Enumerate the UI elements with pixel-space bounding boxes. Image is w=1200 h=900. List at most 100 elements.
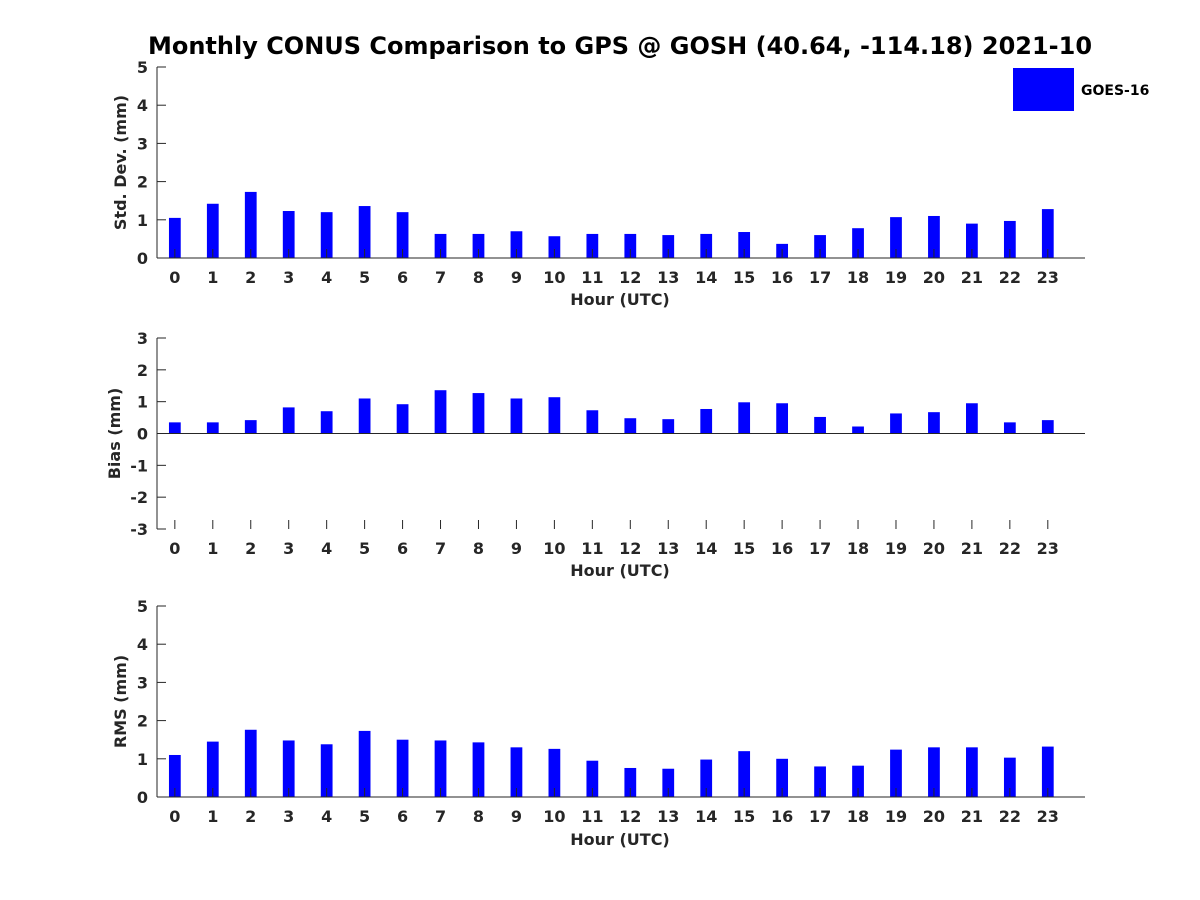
x-tick-label: 8 — [473, 539, 484, 558]
x-tick-label: 22 — [999, 268, 1021, 287]
x-tick-label: 22 — [999, 807, 1021, 826]
y-tick-label: 1 — [137, 211, 148, 230]
y-tick-label: 0 — [137, 249, 148, 268]
x-tick-label: 11 — [581, 539, 603, 558]
y-tick-label: 5 — [137, 597, 148, 616]
x-tick-label: 1 — [207, 539, 218, 558]
rms-bar — [396, 739, 409, 797]
std-bar — [928, 215, 940, 258]
x-tick-label: 4 — [321, 268, 332, 287]
x-tick-label: 3 — [283, 807, 294, 826]
std-bar — [548, 236, 561, 258]
x-tick-label: 9 — [511, 268, 522, 287]
rms-bar — [320, 744, 333, 797]
std-bar — [396, 212, 409, 258]
bias-bar — [206, 422, 219, 434]
x-tick-label: 5 — [359, 807, 370, 826]
x-tick-label: 20 — [923, 539, 945, 558]
y-tick-label: -1 — [130, 456, 148, 475]
x-tick-label: 6 — [397, 807, 408, 826]
std-bar — [282, 211, 295, 258]
rms-bar — [434, 740, 447, 797]
x-tick-label: 23 — [1037, 539, 1059, 558]
bias-bar — [928, 412, 940, 434]
legend-swatch — [1013, 68, 1074, 111]
bias-bar — [738, 402, 751, 434]
x-tick-label: 10 — [543, 539, 565, 558]
bias-bar — [1041, 420, 1054, 434]
x-tick-label: 15 — [733, 268, 755, 287]
bias-bar — [852, 426, 864, 434]
rms-bar — [852, 765, 864, 797]
x-tick-label: 17 — [809, 539, 831, 558]
x-tick-label: 21 — [961, 807, 983, 826]
x-tick-label: 23 — [1037, 268, 1059, 287]
x-tick-label: 16 — [771, 268, 793, 287]
std-bar — [358, 206, 371, 258]
std-bar — [700, 233, 713, 258]
y-tick-label: 2 — [137, 361, 148, 380]
bias-bar — [586, 410, 599, 434]
std-bar — [472, 233, 485, 258]
rms-bar — [206, 741, 219, 797]
rms-bar — [624, 767, 637, 797]
bias-bar — [320, 411, 333, 434]
x-tick-label: 9 — [511, 539, 522, 558]
chart-title: Monthly CONUS Comparison to GPS @ GOSH (… — [148, 32, 1092, 60]
y-axis-label: RMS (mm) — [111, 655, 130, 748]
y-tick-label: -2 — [130, 488, 148, 507]
std-bar — [244, 191, 257, 258]
rms-bar — [1041, 746, 1054, 797]
rms-bar — [890, 749, 902, 797]
x-tick-label: 5 — [359, 539, 370, 558]
x-tick-label: 13 — [657, 807, 679, 826]
rms-bar — [1003, 757, 1016, 797]
std-bar — [586, 233, 599, 258]
x-tick-label: 8 — [473, 807, 484, 826]
x-tick-label: 11 — [581, 807, 603, 826]
x-tick-label: 8 — [473, 268, 484, 287]
bias-bar — [358, 398, 371, 434]
x-tick-label: 23 — [1037, 807, 1059, 826]
bias-bar — [282, 407, 295, 434]
std-bar — [206, 203, 219, 258]
x-tick-label: 13 — [657, 268, 679, 287]
x-tick-label: 10 — [543, 807, 565, 826]
x-tick-label: 3 — [283, 268, 294, 287]
x-tick-label: 1 — [207, 268, 218, 287]
std-bar — [890, 217, 902, 258]
x-tick-label: 14 — [695, 539, 717, 558]
x-tick-label: 11 — [581, 268, 603, 287]
bias-bar — [624, 418, 637, 434]
y-tick-label: 3 — [137, 329, 148, 348]
std-bar — [510, 231, 523, 258]
x-tick-label: 7 — [435, 268, 446, 287]
x-tick-label: 6 — [397, 268, 408, 287]
x-tick-label: 17 — [809, 268, 831, 287]
bias-bar — [396, 404, 409, 434]
x-tick-label: 19 — [885, 807, 907, 826]
std-bar — [738, 232, 751, 258]
x-tick-label: 15 — [733, 539, 755, 558]
y-tick-label: 0 — [137, 788, 148, 807]
std-bar — [624, 233, 637, 258]
y-tick-label: 3 — [137, 134, 148, 153]
x-tick-label: 13 — [657, 539, 679, 558]
bias-bar — [966, 403, 978, 434]
x-tick-label: 17 — [809, 807, 831, 826]
x-tick-label: 6 — [397, 539, 408, 558]
x-axis-label: Hour (UTC) — [570, 290, 670, 309]
rms-bar — [472, 742, 485, 797]
x-tick-label: 5 — [359, 268, 370, 287]
rms-bar — [700, 759, 713, 797]
bias-bar — [814, 416, 826, 434]
y-tick-label: -3 — [130, 520, 148, 539]
y-tick-label: 1 — [137, 393, 148, 412]
bias-bar — [548, 397, 561, 434]
rms-bar — [358, 730, 371, 797]
x-tick-label: 0 — [169, 539, 180, 558]
x-tick-label: 2 — [245, 268, 256, 287]
rms-bar — [168, 754, 181, 797]
